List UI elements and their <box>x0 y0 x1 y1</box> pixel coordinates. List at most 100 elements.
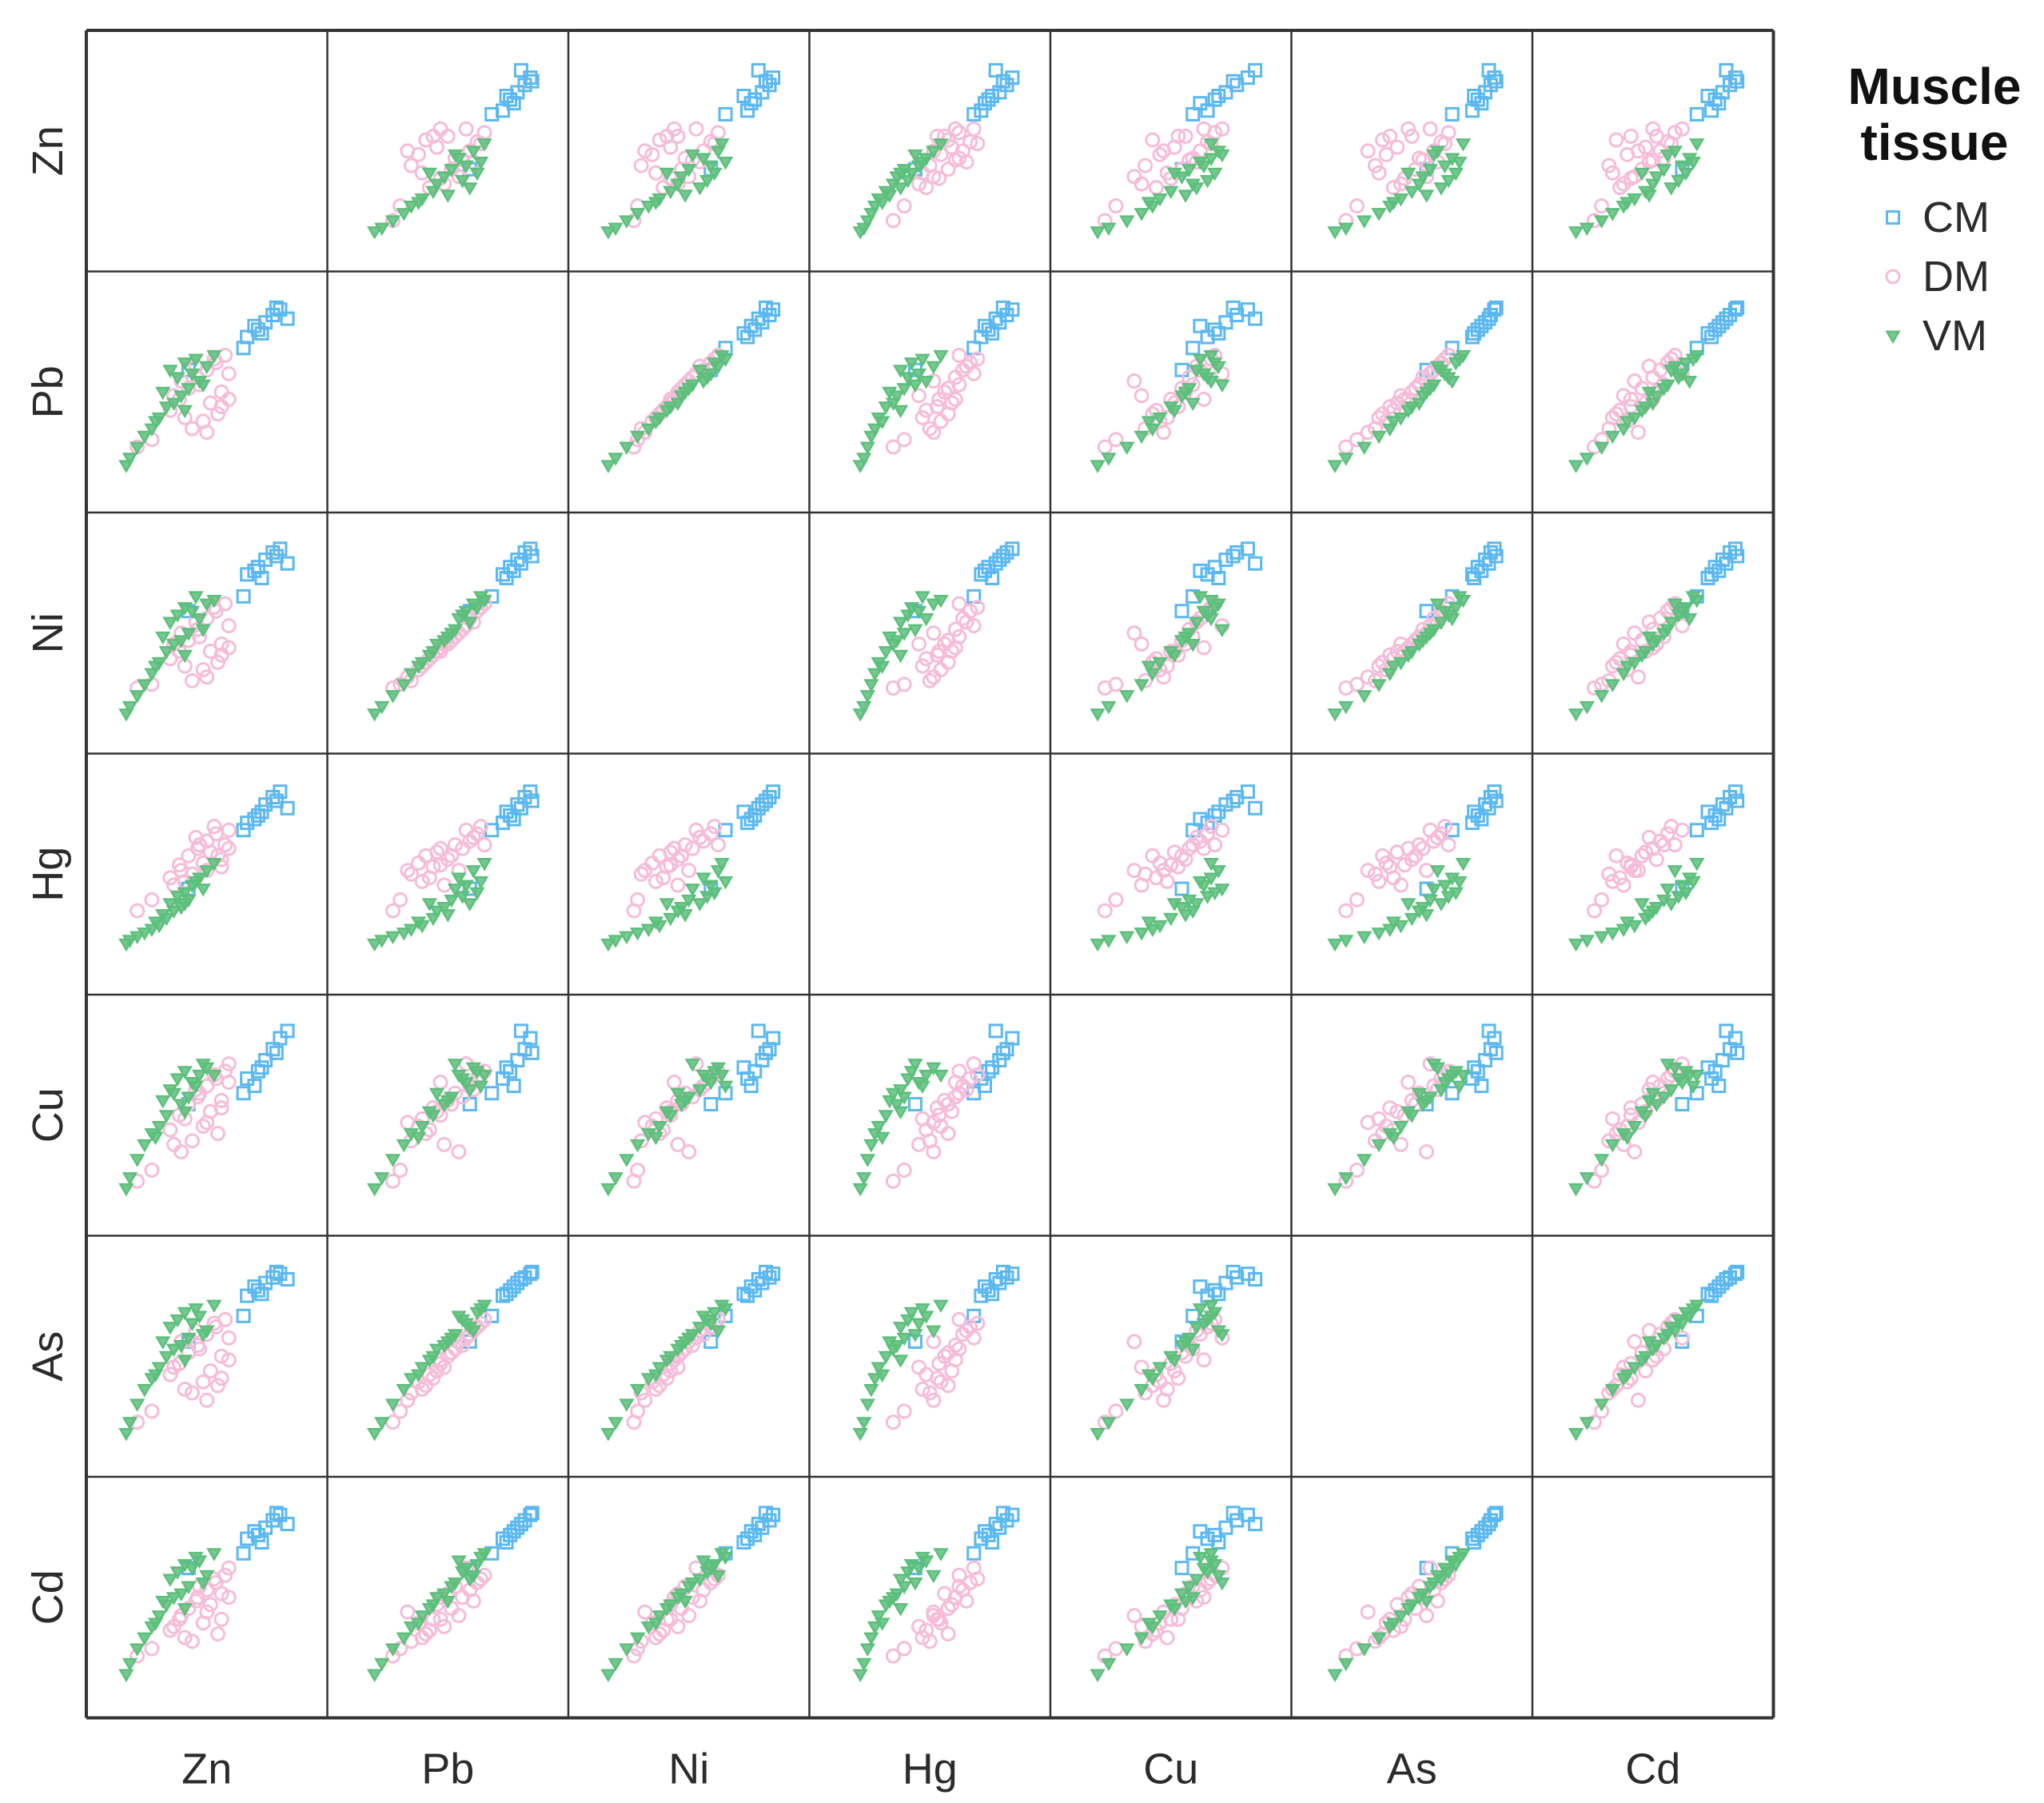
point-VM-Cd-Zn-6 <box>1656 164 1672 178</box>
point-VM-Cd-Ni-12 <box>1604 679 1621 692</box>
point-VM-As-Zn-3 <box>1436 160 1453 174</box>
point-CM-Hg-Ni-7 <box>985 571 1000 586</box>
point-DM-Zn-As-14 <box>221 1330 237 1346</box>
point-CM-Zn-Ni-10 <box>236 588 251 604</box>
point-VM-Ni-Cu-10 <box>651 1120 667 1135</box>
point-DM-Zn-Cu-14 <box>221 1056 237 1072</box>
point-VM-Pb-Zn-19 <box>421 167 438 181</box>
point-VM-Ni-Zn-13 <box>619 215 635 229</box>
point-CM-Pb-Zn-8 <box>524 74 540 89</box>
point-CM-Pb-Cu-10 <box>484 1086 500 1101</box>
point-VM-Cu-Hg-2 <box>1207 887 1223 901</box>
point-CM-Ni-Hg-5 <box>751 800 766 816</box>
point-CM-Zn-Hg-6 <box>247 812 262 827</box>
point-VM-Hg-As-8 <box>914 1303 930 1317</box>
panel-Cu-vs-Cd <box>1568 1023 1745 1197</box>
point-CM-Cd-As-5 <box>1719 1272 1734 1287</box>
point-VM-Cu-Cd-12 <box>1134 1632 1150 1646</box>
point-DM-Hg-As-8 <box>933 1374 949 1390</box>
point-VM-Pb-Ni-11 <box>403 668 420 682</box>
point-VM-Ni-Pb-12 <box>629 430 646 445</box>
point-VM-As-Hg-3 <box>1436 880 1453 893</box>
point-VM-Cu-Pb-8 <box>1192 353 1209 367</box>
point-VM-Hg-Cu-15 <box>852 1183 868 1197</box>
point-VM-Zn-Cd-6 <box>181 1581 197 1594</box>
point-DM-Pb-Cu-11 <box>451 1144 467 1160</box>
panel-Pb-vs-Cd <box>1568 300 1745 473</box>
point-VM-Cd-Hg-6 <box>1656 894 1672 908</box>
point-DM-Cu-Hg-15 <box>1134 877 1150 893</box>
panel-Cd-vs-Pb <box>366 1506 540 1682</box>
point-VM-Pb-Ni-13 <box>384 690 401 704</box>
point-VM-Pb-As-15 <box>366 1427 383 1442</box>
point-CM-Zn-Cu-4 <box>273 1031 288 1046</box>
point-VM-Pb-Cd-20 <box>476 1548 492 1562</box>
point-VM-Pb-As-16 <box>447 1329 464 1342</box>
point-VM-Ni-Cu-12 <box>629 1139 646 1153</box>
y-axis-label-Pb: Pb <box>24 365 72 418</box>
point-VM-Pb-Cu-10 <box>414 1120 430 1135</box>
point-DM-Cd-Ni-12 <box>1641 614 1657 630</box>
point-VM-As-Cd-10 <box>1393 1610 1409 1624</box>
point-DM-Cu-Ni-11 <box>1126 625 1142 641</box>
point-VM-Pb-Zn-13 <box>384 215 401 229</box>
point-DM-Hg-Cd-13 <box>940 1626 956 1642</box>
point-VM-Zn-Pb-21 <box>147 416 164 429</box>
point-VM-Zn-Cu-20 <box>206 1069 222 1083</box>
point-DM-Pb-Cd-15 <box>436 1618 452 1634</box>
point-VM-Ni-As-13 <box>619 1398 635 1412</box>
point-VM-Hg-Cu-4 <box>918 1069 934 1083</box>
point-DM-Hg-Pb-6 <box>951 347 967 363</box>
point-DM-Zn-Hg-14 <box>221 822 237 838</box>
point-VM-Zn-Ni-16 <box>195 624 211 638</box>
point-VM-Zn-Ni-3 <box>184 605 201 620</box>
point-DM-Cu-Zn-15 <box>1134 176 1150 192</box>
point-CM-As-Hg-7 <box>1467 804 1482 820</box>
point-CM-Cd-Cu-4 <box>1727 1031 1743 1046</box>
y-axis-label-Cd: Cd <box>24 1570 72 1625</box>
point-VM-Ni-As-2 <box>707 1306 723 1321</box>
point-VM-As-Ni-13 <box>1356 690 1373 704</box>
point-VM-Cu-Cd-8 <box>1192 1551 1209 1566</box>
point-DM-Ni-Hg-18 <box>659 859 675 875</box>
point-CM-Hg-Cu-4 <box>1005 1031 1020 1046</box>
panel-As-vs-Cd <box>1568 1264 1745 1442</box>
point-VM-Pb-As-17 <box>428 1343 445 1358</box>
point-CM-Cd-As-7 <box>1700 1286 1715 1302</box>
point-VM-Hg-Cu-14 <box>856 1172 872 1186</box>
point-CM-Ni-Cu-9 <box>703 1097 719 1112</box>
point-DM-Zn-Pb-14 <box>221 365 237 381</box>
point-VM-Cd-Cu-19 <box>1634 1106 1650 1120</box>
point-CM-Cd-As-6 <box>1711 1279 1727 1294</box>
point-VM-Hg-Ni-3 <box>910 605 927 620</box>
point-VM-Hg-Zn-20 <box>933 138 949 152</box>
panel-Ni-vs-Cu <box>1090 541 1263 722</box>
point-CM-Zn-Ni-6 <box>247 563 262 578</box>
point-VM-Ni-Cu-14 <box>608 1172 624 1186</box>
point-VM-Ni-Hg-20 <box>714 858 730 872</box>
point-DM-Cu-Hg-23 <box>1108 892 1124 907</box>
point-DM-Ni-Cd-22 <box>626 1648 642 1664</box>
point-VM-Pb-Zn-21 <box>410 197 427 210</box>
point-VM-Cd-As-16 <box>1660 1329 1675 1342</box>
point-DM-Zn-As-9 <box>202 1363 218 1379</box>
panel-Ni-vs-Cd <box>1568 541 1745 722</box>
point-DM-Hg-Cd-23 <box>896 1641 912 1657</box>
point-VM-Hg-Zn-5 <box>926 146 942 159</box>
point-VM-As-Cd-20 <box>1455 1548 1472 1562</box>
point-CM-Zn-Ni-5 <box>280 556 295 571</box>
point-VM-Ni-Cd-19 <box>659 1602 675 1617</box>
point-VM-Cd-Zn-21 <box>1619 197 1636 210</box>
point-VM-As-Zn-6 <box>1422 164 1438 178</box>
point-VM-Hg-Pb-9 <box>878 401 894 415</box>
point-VM-Zn-Hg-18 <box>155 909 171 923</box>
point-VM-Cd-Cu-5 <box>1667 1062 1683 1076</box>
point-DM-Hg-Zn-0 <box>918 180 934 196</box>
point-DM-Cu-Hg-20 <box>1159 873 1175 889</box>
point-VM-Ni-Zn-7 <box>673 171 690 185</box>
point-VM-Hg-Ni-8 <box>914 591 930 604</box>
point-VM-Cd-As-13 <box>1593 1398 1610 1412</box>
legend-item-CM: CM <box>1886 193 1990 241</box>
point-VM-Pb-Hg-4 <box>451 872 467 886</box>
